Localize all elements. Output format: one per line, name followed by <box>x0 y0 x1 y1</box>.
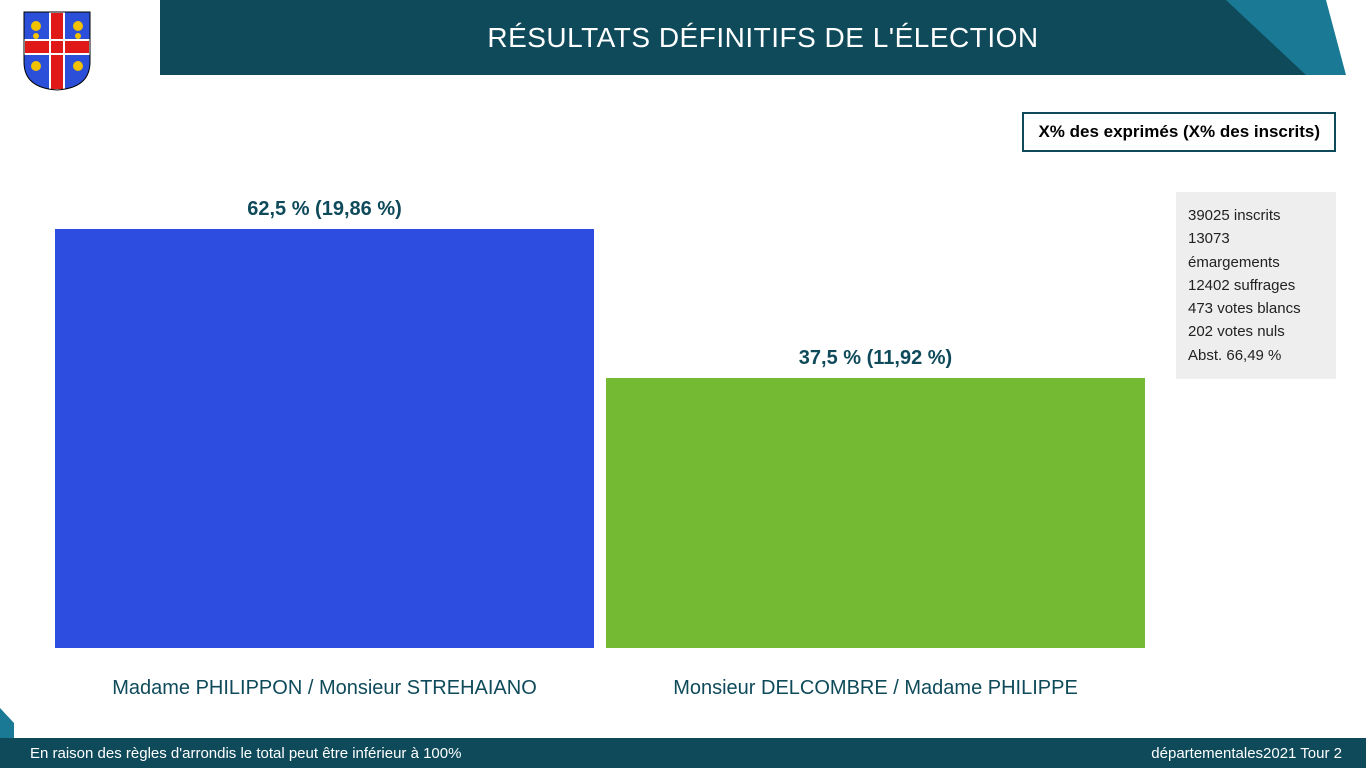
bar-name-label: Monsieur DELCOMBRE / Madame PHILIPPE <box>606 677 1145 700</box>
stats-panel: 39025 inscrits 13073 émargements 12402 s… <box>1176 192 1336 379</box>
bar-slot-1: 37,5 % (11,92 %) <box>606 198 1145 648</box>
stat-inscrits: 39025 inscrits <box>1188 204 1324 227</box>
stat-emargements: 13073 émargements <box>1188 227 1324 274</box>
footer-note-left: En raison des règles d'arrondis le total… <box>30 745 461 762</box>
bar-rect <box>55 229 594 648</box>
page-title: RÉSULTATS DÉFINITIFS DE L'ÉLECTION <box>160 22 1366 54</box>
city-crest-icon <box>22 10 92 92</box>
bar-rect <box>606 378 1145 648</box>
bar-value-label: 37,5 % (11,92 %) <box>799 347 952 370</box>
bar-value-label: 62,5 % (19,86 %) <box>247 198 402 221</box>
footer-bar: En raison des règles d'arrondis le total… <box>0 738 1366 768</box>
results-bar-chart: 62,5 % (19,86 %)37,5 % (11,92 %) Madame … <box>55 170 1145 690</box>
stat-abst: Abst. 66,49 % <box>1188 344 1324 367</box>
stat-blancs: 473 votes blancs <box>1188 297 1324 320</box>
bar-slot-0: 62,5 % (19,86 %) <box>55 198 594 648</box>
footer-note-right: départementales2021 Tour 2 <box>1151 745 1342 762</box>
header-bar: RÉSULTATS DÉFINITIFS DE L'ÉLECTION <box>160 0 1366 75</box>
footer-accent <box>0 708 14 738</box>
legend-box: X% des exprimés (X% des inscrits) <box>1022 112 1336 152</box>
bar-name-label: Madame PHILIPPON / Monsieur STREHAIANO <box>55 677 594 700</box>
stat-suffrages: 12402 suffrages <box>1188 274 1324 297</box>
stat-nuls: 202 votes nuls <box>1188 320 1324 343</box>
